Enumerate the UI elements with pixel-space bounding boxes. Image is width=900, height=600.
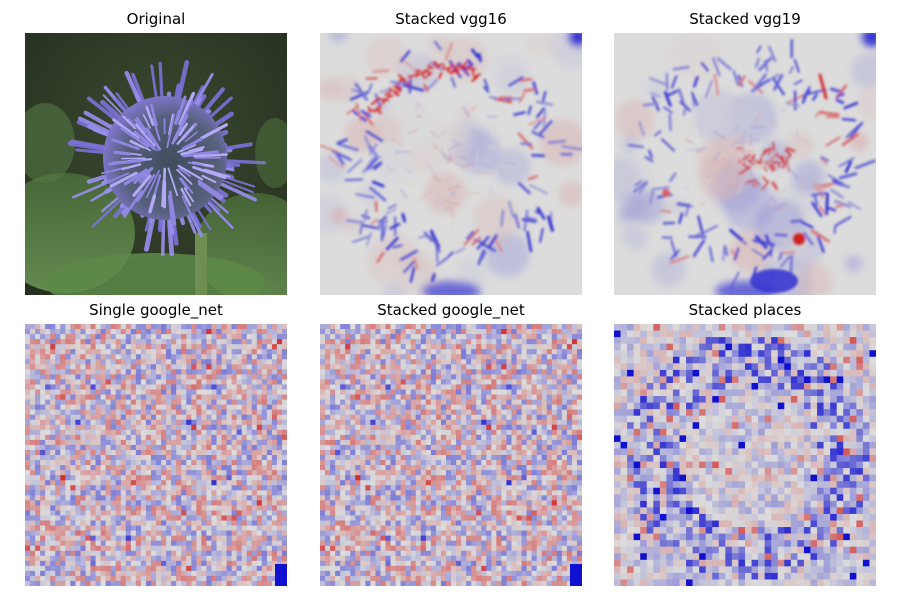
vgg16-heatmap-image (320, 33, 582, 295)
original-photo-image (25, 33, 287, 295)
single-google-net-heatmap-image (25, 324, 287, 586)
panel-title-vgg19: Stacked vgg19 (689, 10, 801, 28)
panel-vgg19-heatmap (614, 33, 876, 295)
vgg19-heatmap-image (614, 33, 876, 295)
stacked-google-net-heatmap-image (320, 324, 582, 586)
panel-vgg16-heatmap (320, 33, 582, 295)
panel-title-stacked-google-net: Stacked google_net (377, 301, 525, 319)
panel-title-stacked-places: Stacked places (688, 301, 802, 319)
panel-title-original: Original (126, 10, 186, 28)
panel-single-google-net-heatmap (25, 324, 287, 586)
panel-title-single-google-net: Single google_net (89, 301, 223, 319)
panel-stacked-google-net-heatmap (320, 324, 582, 586)
panel-original-photo (25, 33, 287, 295)
stacked-places-heatmap-image (614, 324, 876, 586)
panel-title-vgg16: Stacked vgg16 (395, 10, 507, 28)
panel-stacked-places-heatmap (614, 324, 876, 586)
